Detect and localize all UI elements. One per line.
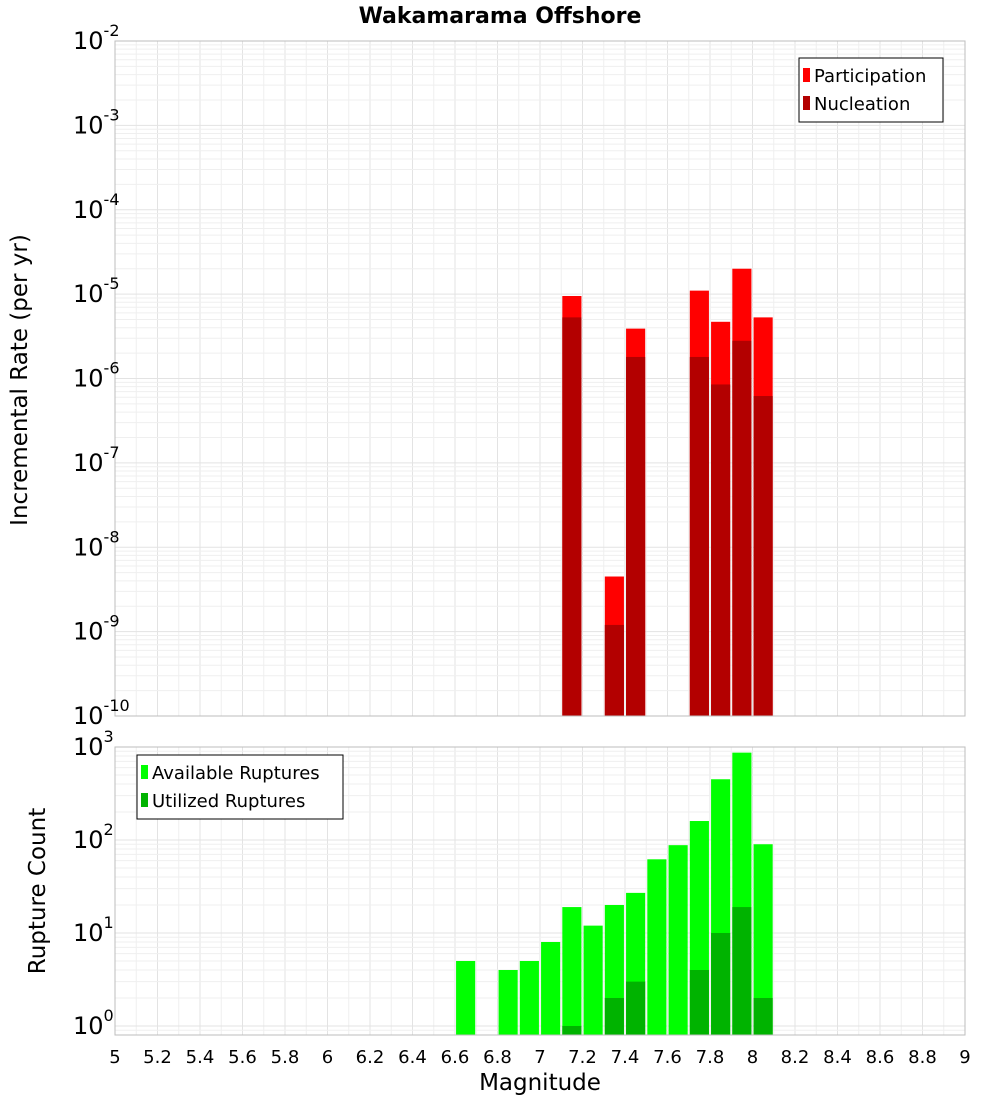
bar-nucleation: [732, 340, 752, 716]
bottom-y-tick-labels: 100 101 102 103: [73, 727, 114, 1040]
x-tick-label: 6.8: [483, 1047, 512, 1068]
x-tick-label: 8.2: [781, 1047, 810, 1068]
x-tick-label: 6.2: [356, 1047, 385, 1068]
bar-nucleation: [711, 384, 731, 716]
legend-swatch: [141, 793, 148, 807]
y-tick-label: 10-6: [73, 359, 120, 393]
top-plot-bars: [562, 268, 773, 716]
bar-available-ruptures: [647, 859, 667, 1035]
bar-available-ruptures: [519, 960, 539, 1035]
x-tick-label: 7.8: [696, 1047, 725, 1068]
x-tick-label: 9: [959, 1047, 970, 1068]
bar-nucleation: [604, 624, 624, 716]
bar-nucleation: [626, 356, 646, 716]
top-y-tick-labels: 10-10 10-9 10-8 10-7 10-6 10-5 10-4 10-3 10-2: [73, 21, 130, 730]
bar-available-ruptures: [541, 942, 561, 1035]
bar-available-ruptures: [498, 969, 518, 1035]
legend-swatch: [803, 68, 810, 82]
x-tick-label: 7: [534, 1047, 545, 1068]
legend-box: [136, 754, 344, 820]
y-tick-label: 10-7: [73, 443, 120, 477]
bar-nucleation: [753, 396, 773, 716]
bar-available-ruptures: [456, 960, 476, 1035]
legend-label: Utilized Ruptures: [152, 791, 305, 812]
legend-swatch: [141, 765, 148, 779]
x-tick-label: 8: [747, 1047, 758, 1068]
bar-nucleation: [689, 356, 709, 716]
x-tick-label: 7.6: [653, 1047, 682, 1068]
x-tick-label: 5: [109, 1047, 120, 1068]
x-tick-label: 7.2: [568, 1047, 597, 1068]
legend-label: Available Ruptures: [152, 763, 320, 784]
bar-utilized-ruptures: [711, 932, 731, 1035]
y-tick-label: 10-8: [73, 527, 120, 561]
x-tick-label: 8.6: [866, 1047, 895, 1068]
bar-available-ruptures: [753, 844, 773, 1035]
bar-available-ruptures: [583, 925, 603, 1035]
bar-utilized-ruptures: [626, 981, 646, 1035]
y-tick-label: 100: [73, 1006, 114, 1040]
bar-utilized-ruptures: [753, 997, 773, 1035]
y-tick-label: 10-2: [73, 21, 120, 55]
top-plot-grid: [114, 40, 966, 717]
y-tick-label: 10-4: [73, 190, 120, 224]
x-tick-label: 5.6: [228, 1047, 257, 1068]
x-axis-label: Magnitude: [479, 1070, 601, 1096]
y-tick-label: 102: [73, 820, 114, 854]
x-tick-label: 6: [322, 1047, 333, 1068]
top-y-axis-label: Incremental Rate (per yr): [7, 234, 33, 526]
y-tick-label: 10-3: [73, 105, 120, 139]
y-tick-label: 101: [73, 913, 114, 947]
x-tick-label: 8.4: [823, 1047, 852, 1068]
x-tick-label: 8.8: [908, 1047, 937, 1068]
bar-nucleation: [562, 317, 582, 716]
x-tick-labels: 5 5.2 5.4 5.6 5.8 6 6.2 6.4 6.6 6.8 7 7.2 7.4 7.6 7.8 8…: [109, 1047, 970, 1068]
top-plot-frame: [114, 40, 966, 717]
bottom-legend: Available Ruptures Utilized Ruptures: [136, 754, 344, 820]
bar-utilized-ruptures: [604, 997, 624, 1035]
y-tick-label: 103: [73, 727, 114, 761]
legend-label: Nucleation: [814, 94, 910, 115]
top-legend: Participation Nucleation: [798, 57, 944, 123]
bar-available-ruptures: [668, 845, 688, 1035]
legend-label: Participation: [814, 66, 926, 87]
bottom-plot-bars: [456, 752, 773, 1035]
bar-utilized-ruptures: [689, 969, 709, 1035]
x-tick-label: 6.6: [441, 1047, 470, 1068]
x-tick-label: 5.8: [271, 1047, 300, 1068]
x-tick-label: 7.4: [611, 1047, 640, 1068]
chart-title: Wakamarama Offshore: [359, 4, 642, 29]
legend-swatch: [803, 96, 810, 110]
y-tick-label: 10-5: [73, 274, 120, 308]
x-tick-label: 5.2: [143, 1047, 172, 1068]
x-tick-label: 5.4: [186, 1047, 215, 1068]
bottom-plot-frame: [114, 746, 966, 1036]
legend-box: [798, 57, 944, 123]
bottom-y-axis-label: Rupture Count: [25, 808, 51, 974]
y-tick-label: 10-9: [73, 612, 120, 646]
bar-utilized-ruptures: [562, 1025, 582, 1035]
bar-utilized-ruptures: [732, 907, 752, 1035]
x-tick-label: 6.4: [398, 1047, 427, 1068]
y-tick-label: 10-10: [73, 696, 130, 730]
bar-available-ruptures: [562, 907, 582, 1035]
